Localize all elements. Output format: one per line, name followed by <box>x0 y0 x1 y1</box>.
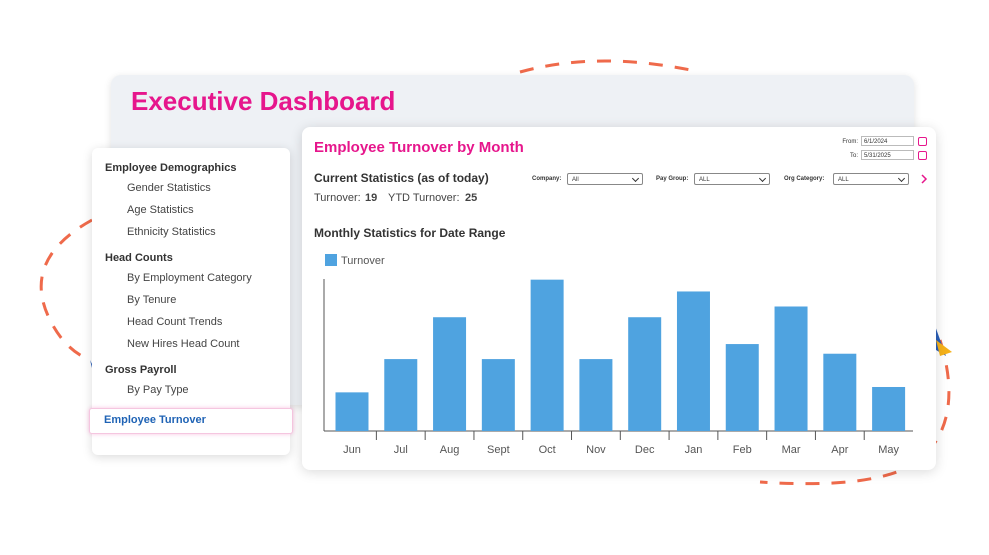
sidebar-item[interactable]: Head Count Trends <box>127 316 223 328</box>
calendar-icon[interactable] <box>918 151 927 160</box>
calendar-icon[interactable] <box>918 137 927 146</box>
sidebar-item[interactable]: Ethnicity Statistics <box>127 226 216 238</box>
to-date[interactable]: 5/31/2025 <box>861 150 914 160</box>
dashed-curve <box>39 218 93 362</box>
filter-label: Pay Group: <box>656 176 689 182</box>
filter-select[interactable]: ALL <box>833 173 909 185</box>
next-arrow[interactable] <box>920 174 928 184</box>
bar <box>725 344 759 431</box>
bar <box>433 317 467 431</box>
x-tick-label: Jun <box>343 444 361 456</box>
sidebar-item[interactable]: By Tenure <box>127 294 177 306</box>
bar <box>335 392 369 431</box>
monthly-title: Monthly Statistics for Date Range <box>314 226 506 240</box>
x-tick-label: Jan <box>685 444 703 456</box>
legend-swatch <box>325 254 337 266</box>
from-label: From: <box>842 139 858 145</box>
sidebar <box>92 148 290 455</box>
sidebar-item[interactable]: New Hires Head Count <box>127 338 240 350</box>
bar <box>872 386 906 431</box>
chart: Turnover Jun Jul Aug Sept Oct Nov Dec Jan Feb Mar A… <box>323 254 913 456</box>
legend-label: Turnover <box>341 255 385 267</box>
sidebar-item[interactable]: By Pay Type <box>127 384 189 396</box>
filter-label: Company: <box>532 176 562 182</box>
turnover-value: 19 <box>365 192 378 204</box>
dashed-curve <box>519 59 701 74</box>
sidebar-section[interactable]: Gross Payroll <box>105 364 177 376</box>
to-label: To: <box>849 153 858 159</box>
x-tick-label: Nov <box>586 444 606 456</box>
x-tick-label: Aug <box>440 444 460 456</box>
sidebar-section[interactable]: Head Counts <box>105 252 173 264</box>
filter-select[interactable]: All <box>567 173 643 185</box>
x-tick-label: Sept <box>487 444 510 456</box>
x-tick-label: Apr <box>831 444 848 456</box>
ytd-label: YTD Turnover: <box>388 192 460 204</box>
active-item[interactable]: Employee Turnover <box>104 414 206 426</box>
bar <box>384 359 418 431</box>
turnover-label: Turnover: <box>314 192 361 204</box>
filter-select[interactable]: ALL <box>694 173 770 185</box>
dashboard-title: Executive Dashboard <box>131 86 396 116</box>
bar <box>628 317 662 431</box>
bar <box>774 306 808 431</box>
current-title: Current Statistics (as of today) <box>314 171 489 185</box>
x-tick-label: Jul <box>394 444 408 456</box>
sidebar-item[interactable]: By Employment Category <box>127 272 252 284</box>
from-date[interactable]: 6/1/2024 <box>861 136 914 146</box>
rocket-icon <box>936 340 952 356</box>
x-tick-label: Dec <box>635 444 655 456</box>
x-tick-label: Mar <box>782 444 801 456</box>
bar <box>676 291 710 431</box>
sidebar-item[interactable]: Age Statistics <box>127 204 194 216</box>
bar <box>530 279 564 431</box>
x-tick-label: Feb <box>733 444 752 456</box>
x-tick-label: May <box>878 444 899 456</box>
x-tick-label: Oct <box>539 444 556 456</box>
bar <box>579 359 613 431</box>
panel-title: Employee Turnover by Month <box>314 139 524 156</box>
ytd-value: 25 <box>465 192 478 204</box>
active-item-box[interactable] <box>89 408 293 434</box>
filter-label: Org Category: <box>784 176 825 182</box>
sidebar-item[interactable]: Gender Statistics <box>127 182 211 194</box>
bar <box>823 353 857 431</box>
bar <box>481 359 515 431</box>
sidebar-section[interactable]: Employee Demographics <box>105 162 237 174</box>
